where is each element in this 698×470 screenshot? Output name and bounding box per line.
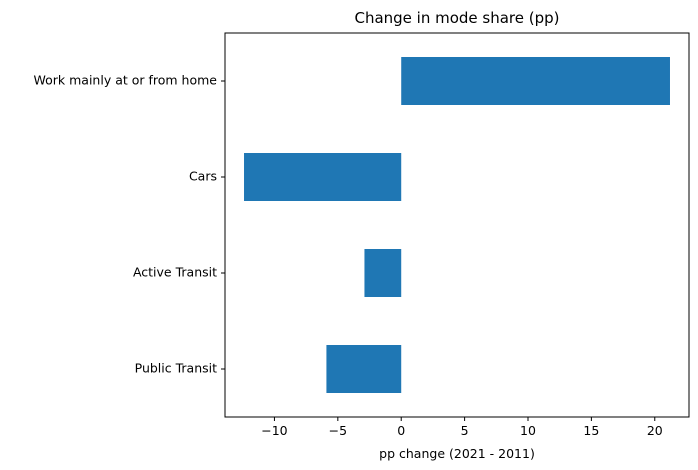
- x-tick-label: 20: [647, 423, 663, 438]
- bars-group: [244, 57, 670, 393]
- x-tick-label: 15: [583, 423, 599, 438]
- bar-active-transit: [364, 249, 402, 297]
- y-tick-label: Cars: [189, 169, 217, 184]
- y-tick-label: Public Transit: [135, 361, 217, 376]
- x-tick-label: 5: [461, 423, 469, 438]
- bar-work-mainly-at-or-from-home: [401, 57, 670, 105]
- plot-frame: [224, 32, 690, 418]
- x-tick-label: −10: [261, 423, 287, 438]
- x-axis-ticks: −10 −5 0 5 10 15 20: [261, 417, 663, 438]
- chart-title: Change in mode share (pp): [354, 9, 559, 27]
- y-tick-label: Active Transit: [133, 265, 217, 280]
- x-axis-label: pp change (2021 - 2011): [379, 446, 535, 461]
- x-tick-label: −5: [329, 423, 347, 438]
- y-tick-label: Work mainly at or from home: [34, 73, 218, 88]
- bar-public-transit: [326, 345, 402, 393]
- x-tick-label: 0: [397, 423, 405, 438]
- bar-cars: [244, 153, 402, 201]
- y-axis-ticks: Work mainly at or from home Cars Active Tr…: [34, 73, 225, 376]
- x-tick-label: 10: [520, 423, 536, 438]
